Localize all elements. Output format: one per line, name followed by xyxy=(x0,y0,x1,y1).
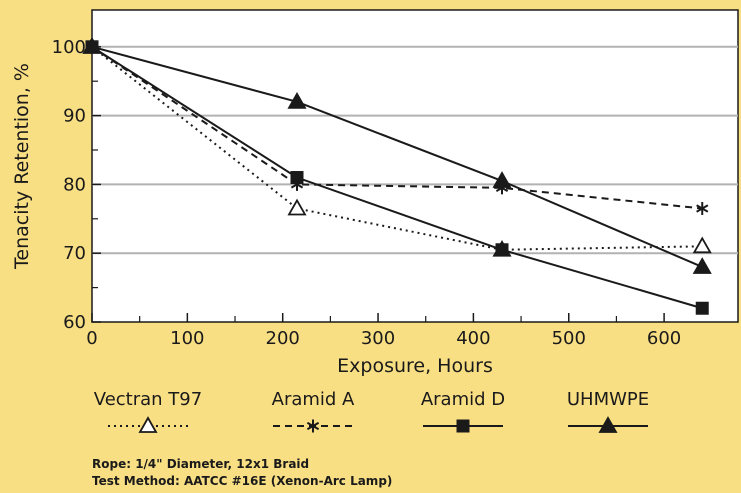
series-0-point-1 xyxy=(287,198,307,216)
x-tick-label-600: 600 xyxy=(647,328,681,349)
legend-label-2: Aramid D xyxy=(421,389,505,410)
series-group xyxy=(82,36,712,315)
x-tick-label-0: 0 xyxy=(86,328,97,349)
series-1-point-3-stroke xyxy=(696,204,709,213)
series-line-1 xyxy=(91,45,703,210)
y-tick-label-60: 60 xyxy=(63,312,86,333)
series-3-point-1 xyxy=(287,92,307,109)
y-tick-label-80: 80 xyxy=(63,174,86,195)
series-3-point-3 xyxy=(692,257,712,274)
series-2-point-1 xyxy=(290,171,304,185)
series-2-point-3 xyxy=(695,301,709,315)
legend-label-3: UHMWPE xyxy=(567,389,649,410)
legend-label-0: Vectran T97 xyxy=(94,389,202,410)
x-tick-label-100: 100 xyxy=(170,328,204,349)
x-axis: 0 100 200 300 400 500 600 xyxy=(86,313,681,349)
series-1-point-3 xyxy=(696,201,709,215)
x-tick-label-300: 300 xyxy=(361,328,395,349)
series-line-2 xyxy=(91,45,703,310)
y-axis: 60 70 80 90 100 xyxy=(52,37,101,333)
legend: Vectran T97 Aramid A Aramid D UHMWPE xyxy=(94,389,649,433)
note-rope: Rope: 1/4" Diameter, 12x1 Braid xyxy=(92,457,309,471)
note-test-method: Test Method: AATCC #16E (Xenon-Arc Lamp) xyxy=(92,474,392,488)
series-2-point-2 xyxy=(495,243,509,257)
x-tick-label-500: 500 xyxy=(552,328,586,349)
legend-marker-3 xyxy=(598,416,618,433)
y-tick-label-90: 90 xyxy=(63,106,86,127)
y-axis-title: Tenacity Retention, % xyxy=(11,63,33,270)
series-0-point-3 xyxy=(692,236,712,254)
legend-marker-0 xyxy=(138,416,158,433)
legend-marker-1 xyxy=(306,419,320,433)
y-tick-label-70: 70 xyxy=(63,243,86,264)
series-line-0 xyxy=(91,46,703,251)
series-3-point-2 xyxy=(492,171,512,188)
x-axis-title: Exposure, Hours xyxy=(337,355,493,377)
series-line-3 xyxy=(91,45,703,268)
plot-area xyxy=(91,9,739,323)
legend-marker-1-stroke xyxy=(306,421,320,431)
x-tick-label-400: 400 xyxy=(456,328,490,349)
series-3-point-0 xyxy=(82,36,102,54)
y-tick-label-100: 100 xyxy=(52,37,86,58)
legend-marker-2 xyxy=(456,419,470,433)
legend-label-1: Aramid A xyxy=(272,389,355,410)
x-tick-label-200: 200 xyxy=(266,328,300,349)
